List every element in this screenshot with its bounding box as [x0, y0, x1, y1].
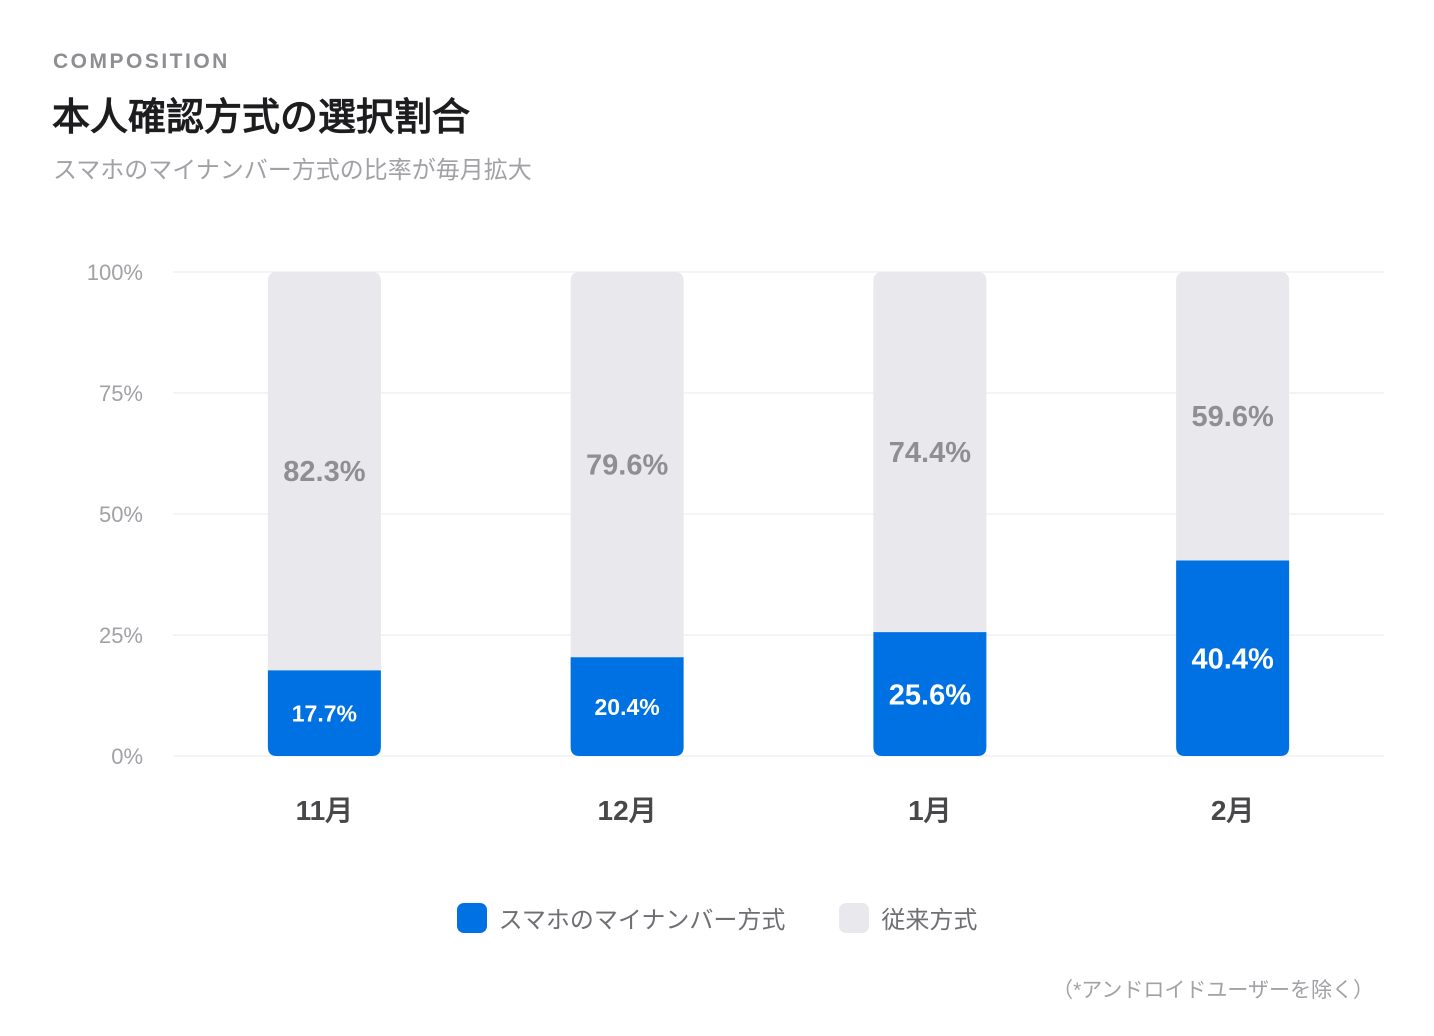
bar-value-label: 82.3%: [283, 456, 365, 488]
bar-segment-conventional: [1176, 272, 1290, 561]
bar-value-label: 59.6%: [1192, 401, 1274, 433]
bar-value-label: 40.4%: [1192, 644, 1274, 676]
y-tick-label: 25%: [99, 623, 143, 648]
y-tick-label: 75%: [99, 381, 143, 406]
stacked-bar-chart: 0% 25% 50% 75% 100% 17.7% 82.3% 11月 20.4% 79.6% 12…: [87, 260, 1384, 826]
bar-segment-mynumber: [1176, 560, 1290, 756]
bar-segment-mynumber: [570, 657, 684, 756]
legend-swatch-blue: [456, 902, 487, 933]
y-tick-label: 100%: [87, 260, 143, 285]
legend-item-conventional: 従来方式: [839, 900, 977, 935]
chart-subtitle: スマホのマイナンバー方式の比率が毎月拡大: [53, 157, 532, 184]
x-tick-label: 12月: [598, 795, 657, 826]
y-tick-label: 0%: [111, 744, 143, 769]
footnote: （*アンドロイドユーザーを除く）: [1052, 979, 1374, 1002]
x-tick-label: 1月: [908, 795, 952, 826]
legend-label: スマホのマイナンバー方式: [498, 907, 786, 934]
bar-value-label: 17.7%: [292, 700, 357, 726]
legend: スマホのマイナンバー方式 従来方式: [0, 900, 1434, 935]
chart-title: 本人確認方式の選択割合: [52, 97, 471, 139]
bar-segment-conventional: [873, 272, 987, 633]
legend-item-mynumber: スマホのマイナンバー方式: [456, 900, 786, 935]
bar-segment-mynumber: [873, 632, 987, 756]
legend-swatch-gray: [839, 902, 870, 933]
bar-value-label: 79.6%: [586, 450, 668, 482]
bar-value-label: 74.4%: [889, 437, 971, 469]
bar-segment-conventional: [267, 272, 381, 671]
bar-segment-conventional: [570, 272, 684, 658]
chart-eyebrow: COMPOSITION: [53, 50, 230, 73]
y-tick-label: 50%: [99, 502, 143, 527]
bar-value-label: 20.4%: [595, 694, 660, 720]
bar-value-label: 25.6%: [889, 679, 971, 711]
x-tick-label: 11月: [296, 795, 354, 826]
legend-label: 従来方式: [881, 907, 978, 934]
x-tick-label: 2月: [1211, 795, 1255, 826]
bar-segment-mynumber: [267, 670, 381, 756]
